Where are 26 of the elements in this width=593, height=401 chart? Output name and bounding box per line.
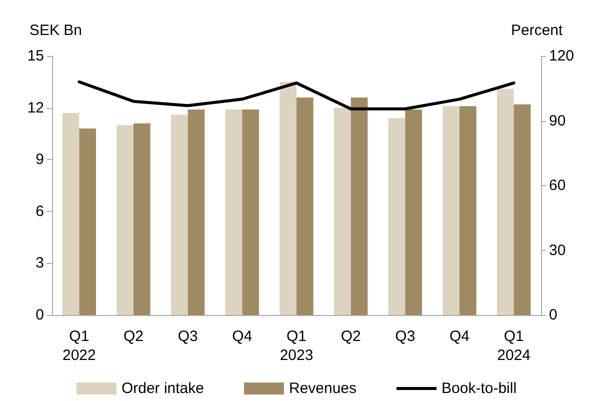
x-tick-label: Q4 (449, 328, 470, 345)
y2-tick-label: 30 (549, 242, 566, 259)
y2-tick-label: 90 (549, 112, 566, 130)
x-tick-label: Q4 (232, 328, 252, 345)
x-tick-label: Q2 (123, 328, 144, 345)
y-axis-title: SEK Bn (29, 22, 82, 39)
y-tick-label: 0 (36, 306, 44, 324)
y2-tick-label: 120 (549, 48, 574, 64)
y2-axis-title: Percent (511, 22, 564, 39)
x-tick-label: Q2 (340, 328, 361, 345)
x-tick-label: Q1 2023 (280, 328, 314, 364)
y-tick-label: 6 (36, 202, 44, 220)
y-tick-label: 12 (27, 99, 44, 116)
line-series (78, 80, 516, 110)
legend-label: Revenues (288, 380, 357, 397)
y-tick-label: 15 (27, 48, 44, 64)
legend-label: Order intake (121, 380, 204, 397)
x-tick-label: Q3 (178, 328, 198, 345)
x-tick-label: Q1 2022 (62, 328, 96, 364)
legend-label: Book-to-bill (442, 380, 517, 397)
y-tick-label: 3 (36, 254, 44, 272)
x-tick-label: Q1 2024 (497, 328, 531, 364)
y-tick-label: 9 (36, 151, 44, 168)
y2-tick-label: 60 (549, 177, 566, 194)
y2-tick-label: 0 (549, 306, 558, 324)
x-tick-label: Q3 (395, 328, 416, 345)
